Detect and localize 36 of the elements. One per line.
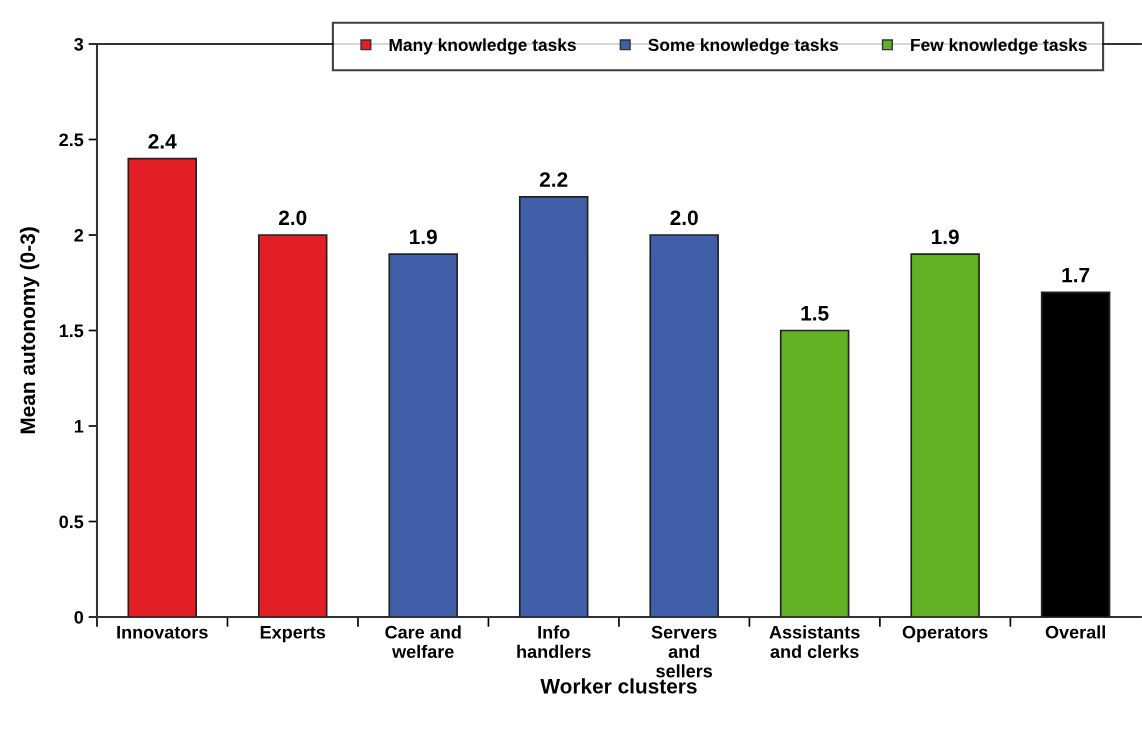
y-tick-label: 1 (74, 420, 84, 433)
x-tick-label: Care and welfare (385, 625, 461, 659)
data-label: 1.5 (801, 306, 829, 321)
y-tick-label: 0 (74, 610, 84, 624)
y-tick-label: 2.5 (59, 133, 84, 147)
y-tick-label: 0.5 (59, 515, 84, 529)
bar (779, 329, 850, 617)
data-label: 1.7 (1062, 267, 1090, 283)
data-label: 1.9 (410, 229, 437, 245)
bar (388, 253, 458, 617)
legend-label: Few knowledge tasks (911, 38, 1087, 55)
bar (649, 234, 719, 617)
y-tick-label: 3 (74, 37, 84, 51)
bar (127, 157, 198, 617)
legend-label: Many knowledge tasks (389, 38, 576, 55)
x-tick-label: Innovators (117, 626, 208, 639)
x-tick-label: Servers and sellers (651, 625, 717, 678)
x-tick-label: Experts (260, 626, 326, 643)
bar (257, 234, 328, 617)
bar (1040, 291, 1111, 617)
data-label: 1.9 (931, 229, 959, 245)
bar (518, 195, 589, 617)
data-label: 2.2 (539, 172, 568, 187)
x-tick-label: Operators (902, 625, 988, 643)
bar (910, 253, 980, 617)
y-tick-label: 2 (74, 228, 84, 242)
data-label: 2.0 (278, 210, 307, 226)
y-axis-title: Mean autonomy (0-3) (19, 227, 40, 434)
x-tick-label: Assistants and clerks (769, 625, 860, 659)
x-tick-label: Overall (1045, 625, 1105, 639)
y-tick-label: 1.5 (59, 324, 84, 338)
x-axis-title: Worker clusters (540, 678, 697, 694)
x-tick-label: Info handlers (517, 625, 591, 659)
legend-label: Some knowledge tasks (648, 38, 839, 55)
data-label: 2.0 (670, 210, 698, 226)
data-label: 2.4 (148, 134, 177, 149)
